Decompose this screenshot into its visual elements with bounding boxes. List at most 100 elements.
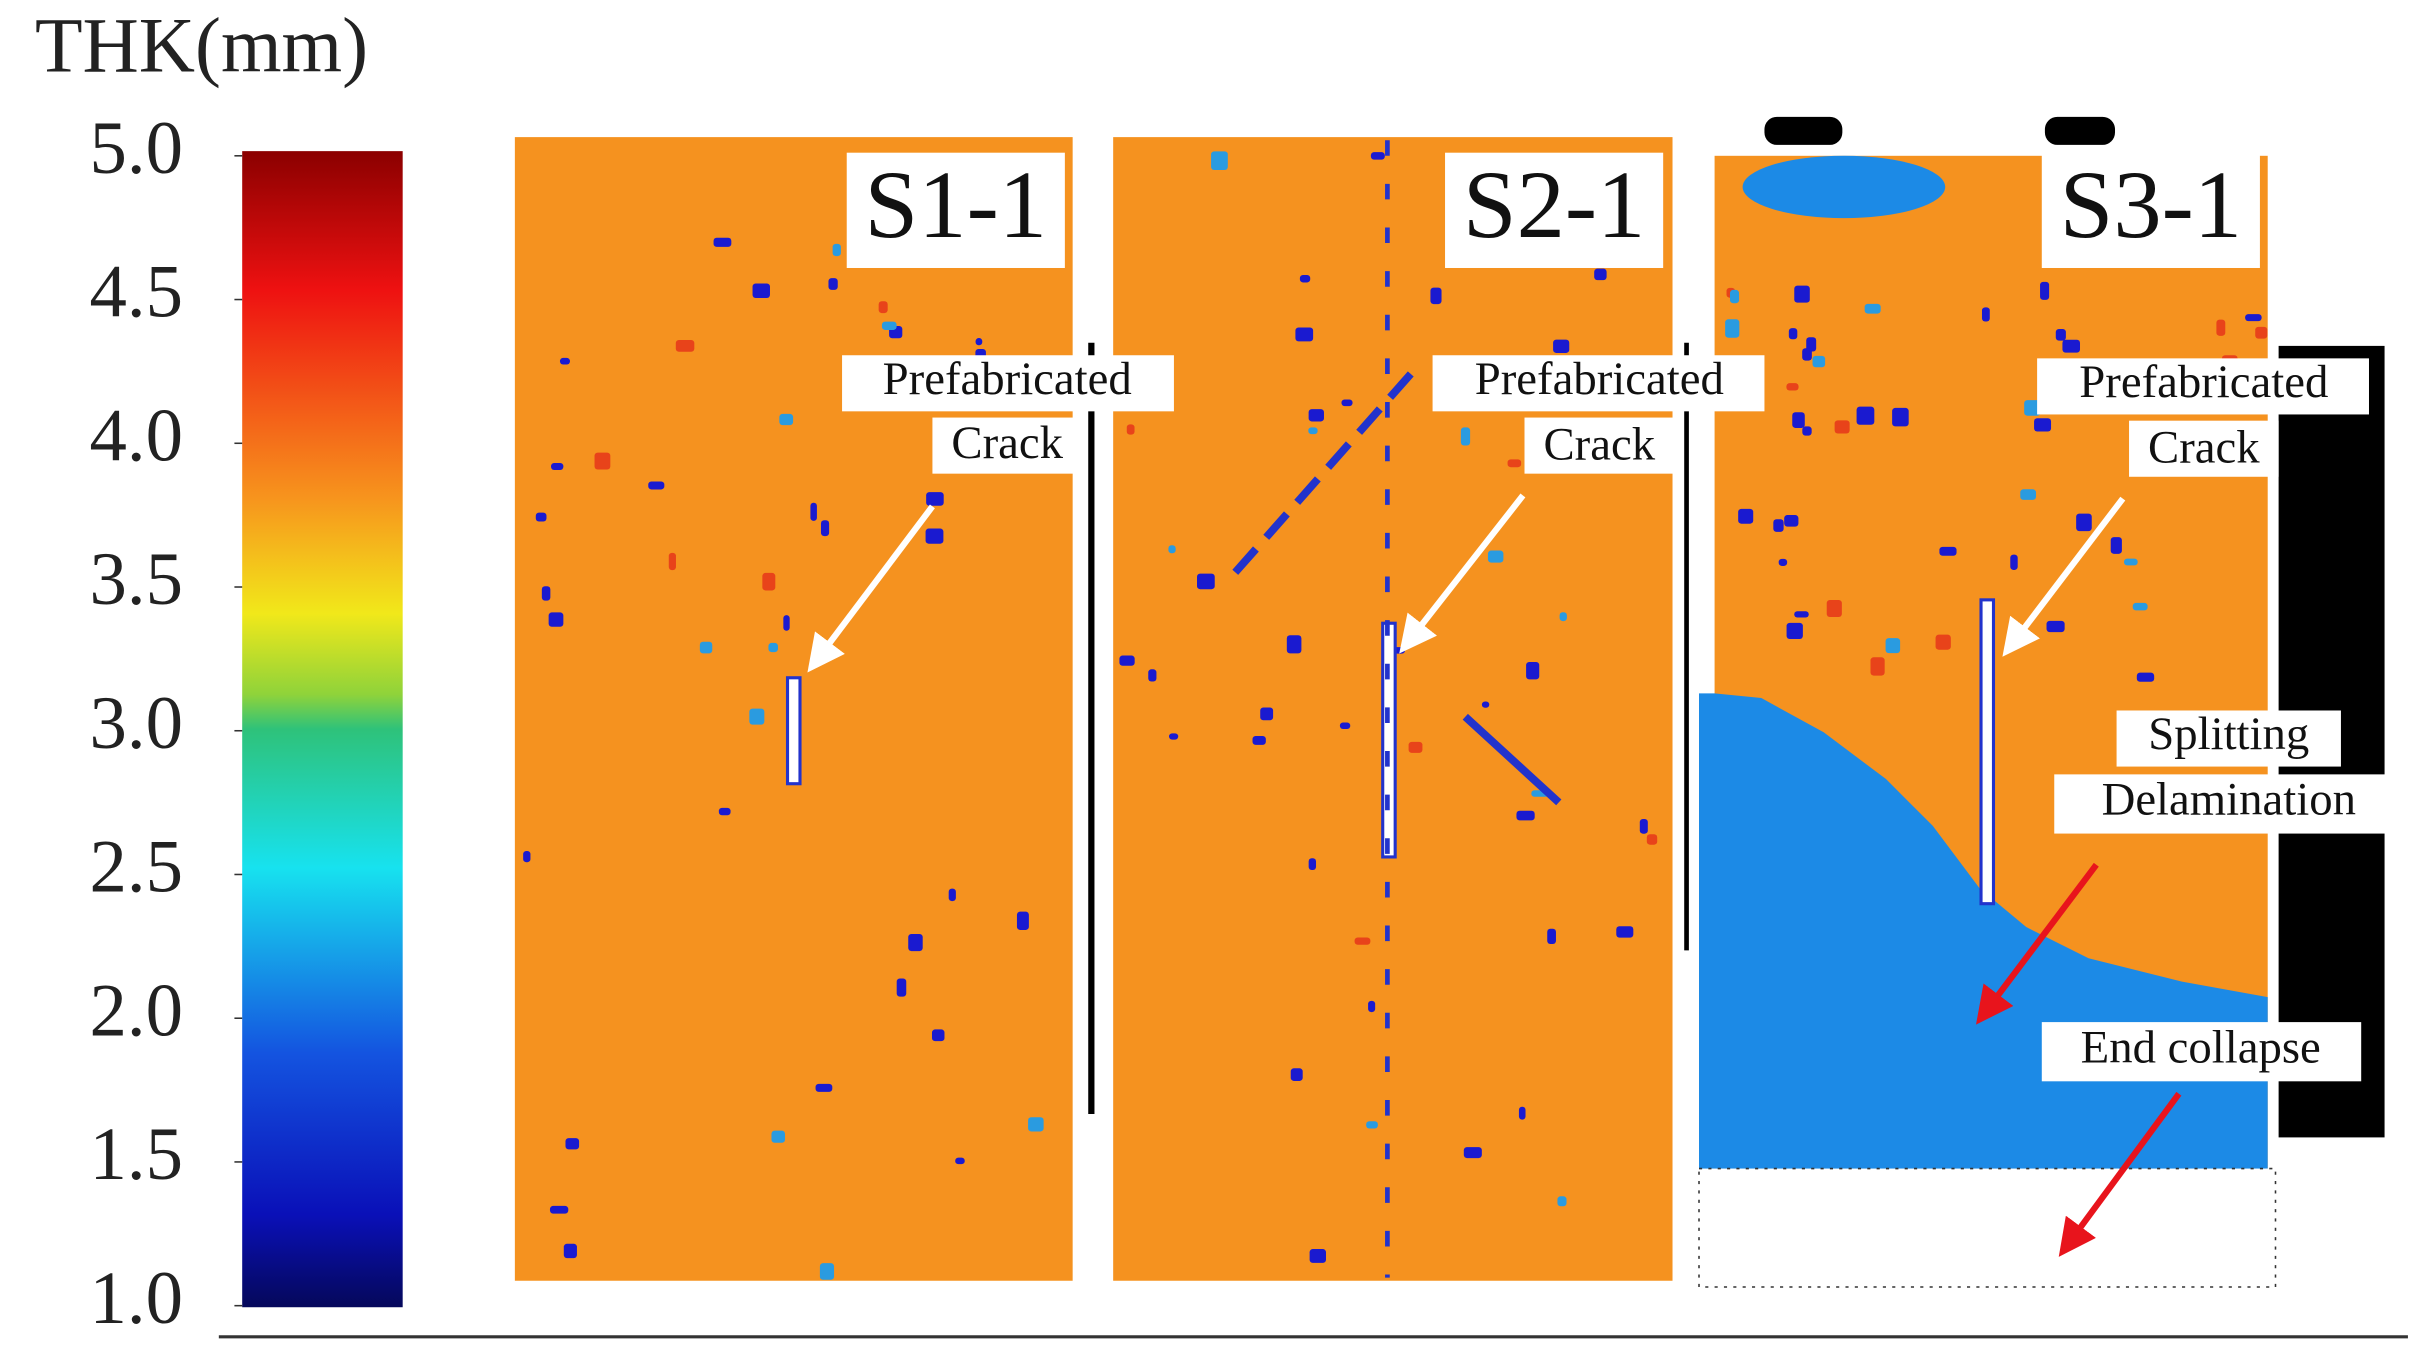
speck (548, 612, 564, 627)
collapse-note: End collapse (2081, 1021, 2321, 1073)
speck (1738, 508, 1754, 524)
speck (815, 1083, 833, 1092)
speck (1892, 407, 1909, 427)
speck (713, 237, 732, 247)
speck (718, 807, 731, 816)
speck (1366, 1121, 1378, 1129)
splitting-note: Splitting (2148, 708, 2309, 760)
speck (810, 502, 817, 521)
crack-note: Prefabricated (2079, 356, 2328, 408)
crack-path (1462, 713, 1562, 806)
speck (1794, 611, 1809, 618)
panel-label: S2-1 (1463, 151, 1645, 258)
colorbar-tick-label: 2.5 (90, 826, 183, 909)
speck (1368, 1000, 1376, 1013)
speck (1856, 406, 1875, 425)
speck (1299, 274, 1311, 283)
speck (1646, 834, 1658, 845)
speck (1518, 1106, 1526, 1120)
note-box (2041, 1022, 2362, 1082)
speck (1430, 287, 1442, 305)
speck (925, 528, 944, 544)
speck (1354, 937, 1371, 945)
speck (1016, 911, 1029, 930)
speck (1481, 701, 1490, 708)
note-box (2054, 774, 2394, 834)
speck (2132, 602, 2148, 611)
crack-note: Prefabricated (883, 353, 1132, 405)
speck (1786, 383, 1799, 391)
speck (1806, 337, 1817, 352)
grip (2044, 116, 2116, 145)
speck (1487, 550, 1504, 563)
speck (1526, 661, 1540, 680)
speck (931, 1029, 945, 1042)
speck (1553, 339, 1570, 353)
colorbar-tick-label: 1.0 (90, 1257, 183, 1340)
speck (2024, 400, 2041, 416)
speck (699, 641, 713, 654)
speck (2255, 326, 2268, 339)
speck (2110, 537, 2122, 554)
speck (926, 492, 944, 506)
label-box (846, 152, 1065, 268)
speck (1516, 810, 1535, 821)
speck (1784, 515, 1799, 527)
speck (668, 552, 676, 571)
speck (1864, 303, 1881, 314)
speck (2020, 489, 2037, 500)
arrow (2058, 1091, 2182, 1257)
collapse-zone (1698, 1167, 2277, 1288)
speck (783, 615, 790, 631)
speck (881, 321, 897, 330)
panel-label: S1-1 (865, 151, 1047, 258)
speck (1148, 669, 1157, 682)
speck (1507, 459, 1522, 468)
speck (1308, 427, 1318, 435)
crack-note: Prefabricated (1475, 353, 1724, 405)
speck (523, 850, 531, 863)
speck (1286, 635, 1302, 654)
speck (2055, 329, 2066, 341)
speck (1725, 319, 1740, 338)
speck (779, 413, 794, 426)
colorbar-tick-label: 5.0 (90, 107, 183, 190)
speck (1169, 733, 1179, 740)
speck (1885, 638, 1901, 654)
speck (1119, 655, 1135, 666)
panel-label: S3-1 (2060, 151, 2242, 258)
speck (1802, 426, 1812, 436)
speck (1786, 622, 1803, 640)
speck (1252, 735, 1266, 745)
speck (819, 1263, 835, 1280)
speck (1870, 657, 1885, 676)
speck (1168, 545, 1176, 554)
speck (675, 339, 695, 352)
speck (752, 283, 770, 298)
speck (559, 357, 570, 365)
prefab-crack (1381, 621, 1397, 859)
speck (1788, 328, 1798, 340)
speck (1126, 424, 1135, 435)
speck (762, 572, 776, 591)
grip (1764, 116, 1843, 145)
speck (1463, 1147, 1482, 1159)
crack-note: Crack (951, 417, 1063, 469)
speck (1778, 558, 1788, 566)
speck (2046, 620, 2065, 633)
note-box (2037, 358, 2369, 415)
speck (832, 243, 841, 257)
speck (1308, 858, 1317, 871)
speck (1309, 1249, 1326, 1263)
label-box (2041, 152, 2260, 268)
speck (908, 933, 923, 952)
colorbar-tick-label: 4.0 (90, 394, 183, 477)
speck (768, 642, 778, 653)
speck (1639, 818, 1648, 834)
arrow (807, 504, 935, 673)
speck (1557, 1196, 1567, 1207)
speck (2076, 513, 2092, 532)
speck (1935, 634, 1951, 650)
note-box (2116, 710, 2341, 767)
